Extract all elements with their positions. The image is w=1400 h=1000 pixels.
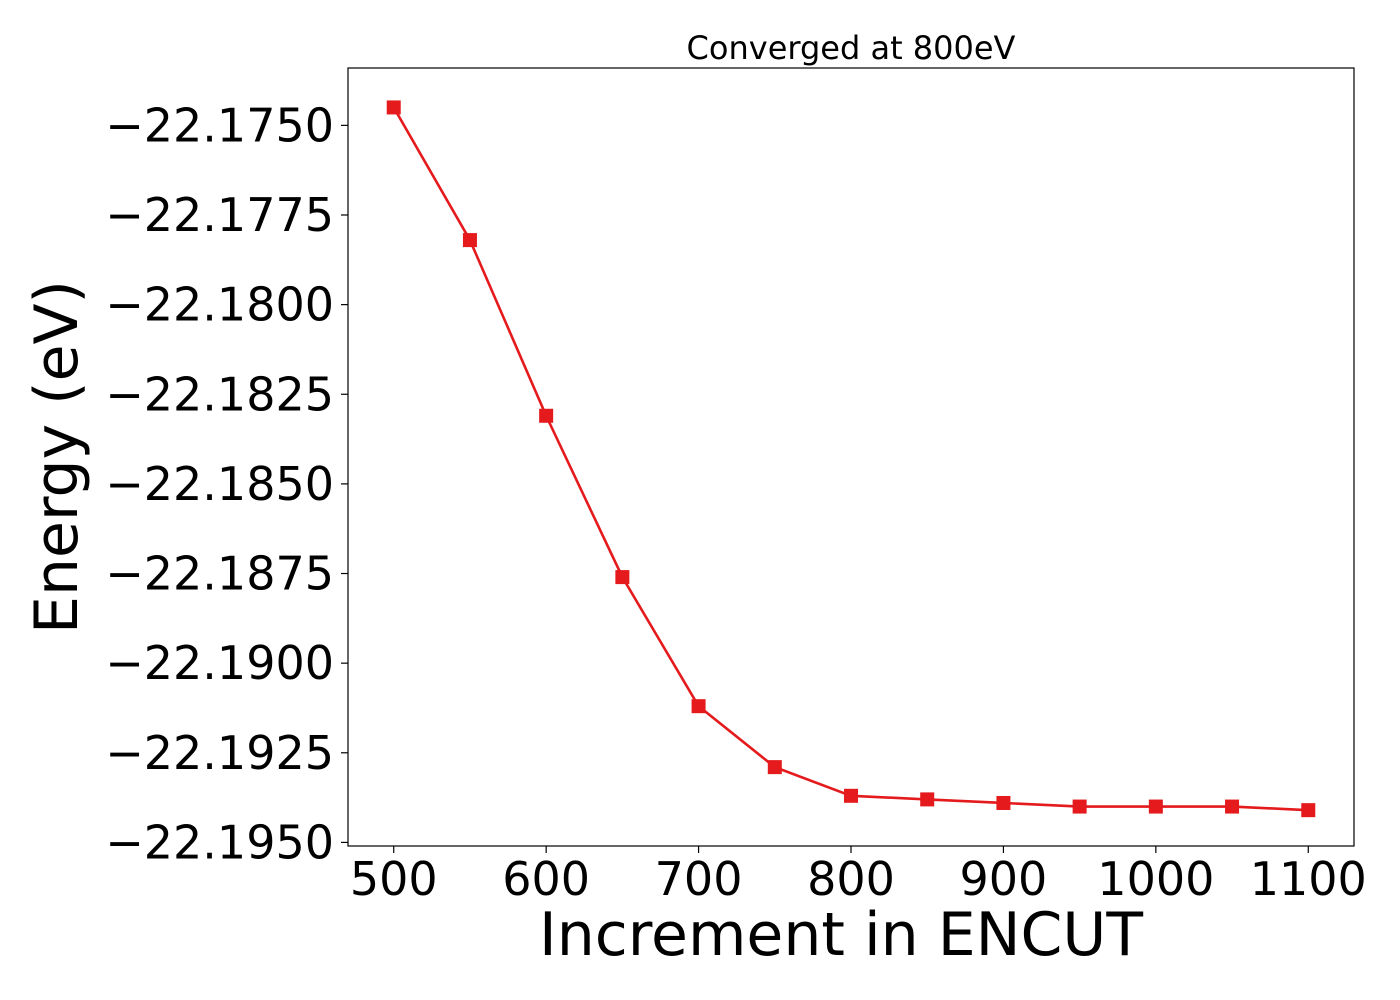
data-point-marker (1225, 799, 1240, 814)
x-tick-label: 800 (807, 852, 895, 906)
series-line (392, 106, 1309, 812)
data-point-marker (844, 788, 858, 803)
y-tick-label: −22.1800 (105, 278, 334, 332)
plot-area (386, 100, 1316, 818)
y-tick-label: −22.1875 (105, 547, 334, 601)
y-tick-label: −22.1850 (105, 457, 334, 511)
data-point-marker (920, 792, 935, 807)
x-tick-label: 500 (350, 852, 438, 906)
data-point-marker (1148, 799, 1163, 814)
y-tick-label: −22.1825 (105, 367, 334, 421)
data-point-marker (539, 408, 554, 423)
x-tick-label: 900 (960, 852, 1048, 906)
x-tick-label: 700 (655, 852, 743, 906)
y-tick-label: −22.1925 (105, 726, 334, 780)
chart-title: Converged at 800eV (687, 29, 1016, 67)
data-point-marker (386, 100, 401, 115)
data-point-marker (767, 760, 782, 775)
data-point-marker (996, 795, 1011, 810)
plot-frame (347, 67, 1355, 847)
x-axis-label: Increment in ENCUT (539, 900, 1143, 970)
y-tick-label: −22.1775 (105, 188, 334, 242)
x-tick-label: 600 (502, 852, 590, 906)
y-tick-label: −22.1950 (105, 815, 334, 869)
y-axis: −22.1750 −22.1775 −22.1800 −22.1825 −22.1850… (105, 98, 348, 869)
data-point-marker (691, 699, 706, 714)
y-tick-label: −22.1750 (105, 98, 334, 152)
x-axis: 500 600 700 800 900 1000 1100 (350, 846, 1367, 906)
data-point-marker (615, 570, 630, 585)
data-point-marker (1301, 803, 1316, 818)
data-point-marker (1072, 799, 1087, 814)
data-point-marker (462, 233, 477, 248)
x-tick-label: 1100 (1250, 852, 1367, 906)
y-tick-label: −22.1900 (105, 636, 334, 690)
x-tick-label: 1000 (1097, 852, 1214, 906)
y-axis-label: Energy (eV) (22, 280, 92, 634)
